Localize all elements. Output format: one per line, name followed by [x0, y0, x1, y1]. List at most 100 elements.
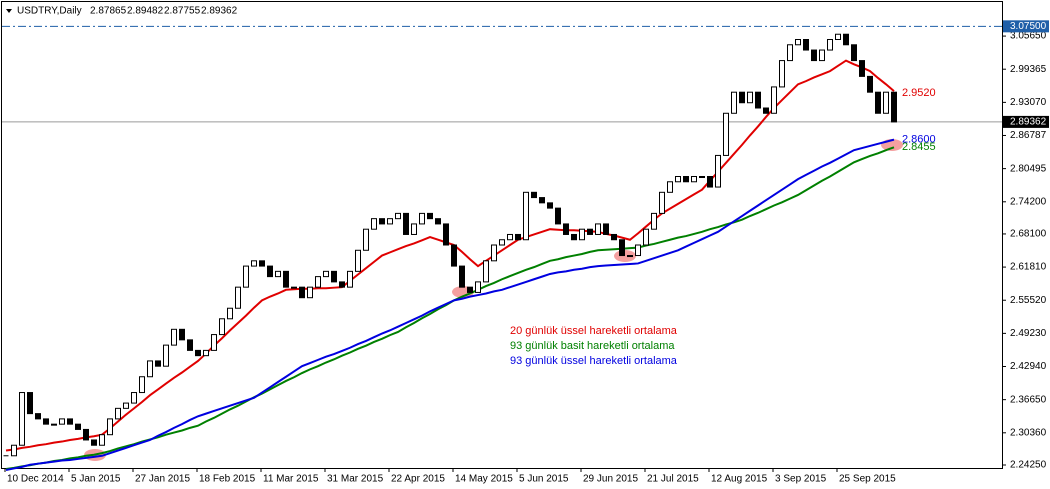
header-value: 2.89482 [127, 6, 164, 17]
candle [403, 212, 409, 235]
candle [667, 181, 673, 193]
candle [715, 154, 721, 188]
x-tick-label: 18 Feb 2015 [199, 474, 256, 485]
candle [523, 191, 529, 241]
candle [747, 91, 753, 104]
candle [795, 39, 801, 46]
candle [363, 228, 369, 251]
candle [827, 39, 833, 51]
candle [75, 423, 81, 430]
x-tick-label: 5 Jan 2015 [71, 474, 121, 485]
candle [867, 75, 873, 93]
candle [515, 233, 521, 241]
y-tick-label: 2.74200 [1010, 196, 1047, 207]
y-tick-label: 2.80495 [1010, 163, 1047, 174]
candle [299, 286, 305, 299]
y-tick-label: 2.68100 [1010, 229, 1047, 240]
candle [211, 334, 217, 351]
candle [371, 218, 377, 230]
candle [555, 207, 561, 225]
candle [411, 223, 417, 235]
candle [651, 212, 657, 230]
ma-line [5, 138, 895, 471]
candle [875, 91, 881, 114]
candle [323, 270, 329, 278]
candle [307, 286, 313, 299]
candle [355, 249, 361, 272]
x-tick-label: 31 Mar 2015 [327, 474, 384, 485]
candle [499, 239, 505, 246]
x-tick-label: 10 Dec 2014 [7, 474, 64, 485]
level-label-box [1003, 20, 1049, 33]
y-tick-label: 2.86787 [1010, 130, 1047, 141]
candle [539, 197, 545, 204]
candle [851, 44, 857, 62]
candle [691, 176, 697, 183]
candle [811, 49, 817, 62]
candle [291, 286, 297, 289]
candle [723, 112, 729, 156]
x-tick-label: 22 Apr 2015 [391, 474, 445, 485]
price-label-box [1003, 115, 1049, 128]
x-tick-label: 29 Jun 2015 [583, 474, 638, 485]
ma-end-label: 2.8455 [902, 141, 936, 153]
x-tick-label: 27 Jan 2015 [135, 474, 190, 485]
price-label: 2.89362 [1010, 117, 1047, 128]
candle [99, 434, 105, 446]
candle [843, 33, 849, 46]
ma-end-label: 2.9520 [902, 87, 936, 99]
candle [771, 86, 777, 114]
candle [731, 91, 737, 114]
candle [139, 376, 145, 394]
candle [563, 223, 569, 235]
candle [131, 392, 137, 404]
x-tick-label: 3 Sep 2015 [775, 474, 827, 485]
ma-line [5, 59, 895, 452]
y-tick-label: 2.99365 [1010, 64, 1047, 75]
candle [835, 33, 841, 41]
candle [659, 191, 665, 214]
candle [531, 191, 537, 199]
y-tick-label: 2.24250 [1010, 460, 1047, 471]
x-tick-label: 5 Jun 2015 [519, 474, 569, 485]
y-tick-label: 2.93070 [1010, 97, 1047, 108]
candle [59, 418, 65, 425]
candle [83, 428, 89, 441]
candle [587, 228, 593, 235]
candle [27, 392, 33, 415]
candle [235, 286, 241, 309]
candle [243, 265, 249, 288]
y-tick-label: 2.55520 [1010, 295, 1047, 306]
candle [43, 418, 49, 425]
candle [451, 244, 457, 267]
candle [203, 349, 209, 357]
candle [595, 223, 601, 235]
candle [635, 244, 641, 257]
legend-entry: 20 günlük üssel hareketli ortalama [510, 325, 678, 337]
candle [387, 218, 393, 225]
candle [483, 260, 489, 283]
candle [267, 265, 273, 278]
candle [579, 228, 585, 241]
candle [347, 270, 353, 288]
candle [683, 176, 689, 183]
candle [275, 270, 281, 278]
y-tick-label: 3.05650 [1010, 31, 1047, 42]
candle [227, 307, 233, 320]
candle [35, 413, 41, 420]
candle [507, 233, 513, 241]
candle [67, 418, 73, 425]
candle [315, 276, 321, 288]
candle [859, 60, 865, 77]
candle [699, 176, 705, 179]
candle [803, 39, 809, 51]
candle [571, 233, 577, 241]
candle [419, 212, 425, 225]
candle [427, 212, 433, 220]
candle [115, 407, 121, 420]
ma-end-label: 2.8600 [902, 134, 936, 146]
menu-arrow[interactable] [6, 9, 12, 13]
candle [251, 260, 257, 267]
